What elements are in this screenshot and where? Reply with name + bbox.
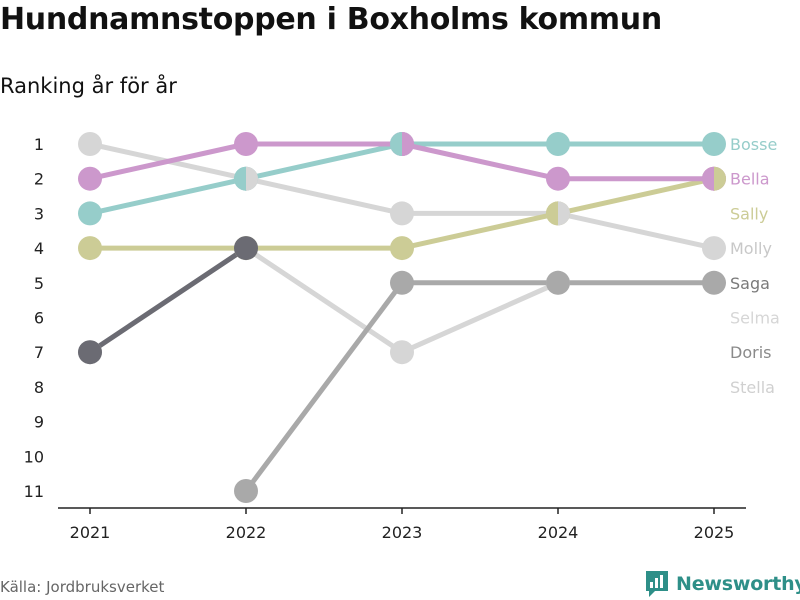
- data-point-molly: [78, 132, 102, 156]
- y-tick-label: 10: [24, 447, 44, 466]
- chart-axes: 1 2 3 4 5 6 7 8 9 10 11 2021 2022 2023 2024 2025: [24, 135, 746, 542]
- data-point-sally: [390, 236, 414, 261]
- series-lines: [87, 141, 717, 494]
- y-tick-label: 11: [24, 482, 44, 501]
- split-point-right: [402, 132, 414, 156]
- end-labels: Bosse Bella Sally Molly Saga Selma Doris Stella: [730, 135, 780, 397]
- series-label-selma: Selma: [730, 309, 780, 328]
- split-point-right: [558, 201, 570, 226]
- series-dots: [78, 132, 726, 503]
- x-tick-label: 2025: [694, 523, 735, 542]
- x-tick-label: 2022: [226, 523, 267, 542]
- data-point-bosse: [546, 132, 570, 156]
- data-point-bosse: [78, 201, 102, 226]
- data-point-molly: [702, 236, 726, 261]
- x-tick-label: 2024: [538, 523, 579, 542]
- data-point-bella: [234, 132, 258, 156]
- split-point-left: [390, 132, 402, 156]
- split-point-right: [714, 166, 726, 191]
- y-tick-label: 1: [34, 135, 44, 154]
- y-tick-label: 9: [34, 413, 44, 432]
- series-line-stella: [87, 245, 561, 355]
- series-line-saga: [243, 280, 717, 494]
- y-tick-label: 5: [34, 274, 44, 293]
- data-point-saga: [546, 270, 570, 295]
- y-tick-label: 6: [34, 309, 44, 328]
- data-point-molly: [390, 201, 414, 226]
- data-point-saga: [702, 270, 726, 295]
- brand-logo: Newsworthy: [644, 569, 800, 599]
- x-tick-label: 2021: [70, 523, 111, 542]
- y-tick-label: 8: [34, 378, 44, 397]
- data-point-saga: [390, 270, 414, 295]
- data-point-doris: [78, 340, 102, 365]
- split-point-left: [546, 201, 558, 226]
- y-tick-label: 7: [34, 343, 44, 362]
- chart-title: Hundnamnstoppen i Boxholms kommun: [0, 2, 662, 37]
- chart-subtitle: Ranking år för år: [0, 74, 177, 98]
- series-line-doris: [87, 245, 249, 355]
- split-point-left: [234, 166, 246, 191]
- y-tick-label: 3: [34, 204, 44, 223]
- brand-name: Newsworthy: [676, 573, 800, 595]
- series-label-saga: Saga: [730, 274, 770, 293]
- source-note: Källa: Jordbruksverket: [0, 578, 165, 596]
- data-point-sally: [78, 236, 102, 261]
- data-point-bella: [78, 166, 102, 191]
- series-label-bella: Bella: [730, 170, 770, 189]
- split-point-right: [246, 166, 258, 191]
- newsworthy-logo-icon: [646, 571, 668, 597]
- series-label-sally: Sally: [730, 204, 768, 223]
- series-label-stella: Stella: [730, 378, 775, 397]
- data-point-doris: [234, 236, 258, 261]
- series-label-bosse: Bosse: [730, 135, 777, 154]
- split-point-left: [702, 166, 714, 191]
- data-point-stella: [390, 340, 414, 365]
- series-label-doris: Doris: [730, 343, 771, 362]
- series-label-molly: Molly: [730, 239, 772, 258]
- y-tick-label: 4: [34, 239, 44, 258]
- data-point-saga: [234, 479, 258, 503]
- data-point-bella: [546, 166, 570, 191]
- data-point-bosse: [702, 132, 726, 156]
- x-tick-label: 2023: [382, 523, 423, 542]
- y-tick-label: 2: [34, 170, 44, 189]
